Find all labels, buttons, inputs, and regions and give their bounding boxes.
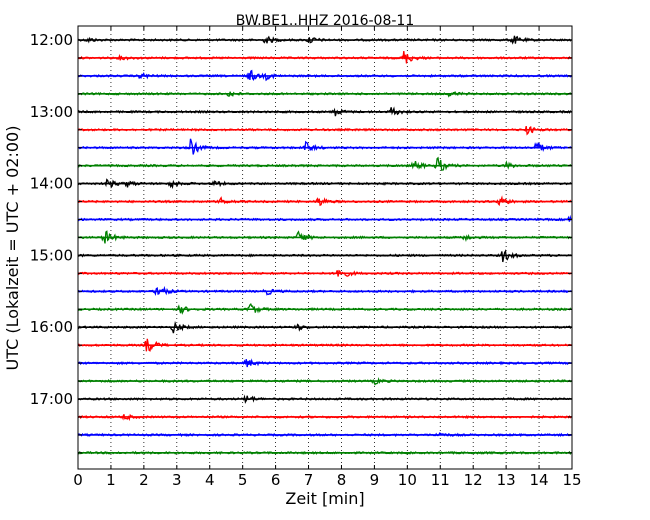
- x-tick-label: 1: [106, 471, 116, 489]
- trace-1600: [77, 320, 572, 334]
- x-tick-label: 15: [562, 471, 581, 489]
- x-tick-label: 11: [431, 471, 450, 489]
- y-tick-label: 12:00: [30, 31, 73, 49]
- x-tick-label: 14: [530, 471, 549, 489]
- y-tick-label: 14:00: [30, 175, 73, 193]
- seismogram-traces: [77, 35, 572, 455]
- x-axis-ticks: 0 1 2 3 4 5 6 7 8 9 10 11 12 13 14 15: [73, 26, 582, 489]
- y-axis-label: UTC (Lokalzeit = UTC + 02:00): [3, 126, 22, 371]
- y-tick-label: 16:00: [30, 318, 73, 336]
- x-tick-label: 0: [73, 471, 83, 489]
- x-tick-label: 7: [304, 471, 314, 489]
- chart-title: BW.BE1..HHZ 2016-08-11: [236, 13, 415, 29]
- x-tick-label: 9: [370, 471, 380, 489]
- x-tick-label: 5: [238, 471, 248, 489]
- plot-frame: [77, 25, 573, 470]
- y-tick-label: 13:00: [30, 103, 73, 121]
- y-tick-label: 17:00: [30, 390, 73, 408]
- y-tick-label: 15:00: [30, 246, 73, 264]
- y-axis-ticks: 12:00 13:00 14:00 15:00 16:00 17:00: [30, 31, 572, 454]
- x-tick-label: 2: [139, 471, 149, 489]
- x-axis-label: Zeit [min]: [285, 489, 364, 508]
- x-tick-label: 10: [398, 471, 417, 489]
- trace-1345: [77, 156, 572, 171]
- x-tick-label: 4: [205, 471, 215, 489]
- x-tick-label: 6: [271, 471, 281, 489]
- trace-1330: [77, 138, 572, 155]
- x-tick-label: 8: [337, 471, 347, 489]
- trace-1645: [78, 377, 572, 386]
- x-tick-label: 13: [497, 471, 516, 489]
- x-tick-label: 12: [464, 471, 483, 489]
- x-tick-label: 3: [172, 471, 182, 489]
- trace-1500: [77, 249, 572, 263]
